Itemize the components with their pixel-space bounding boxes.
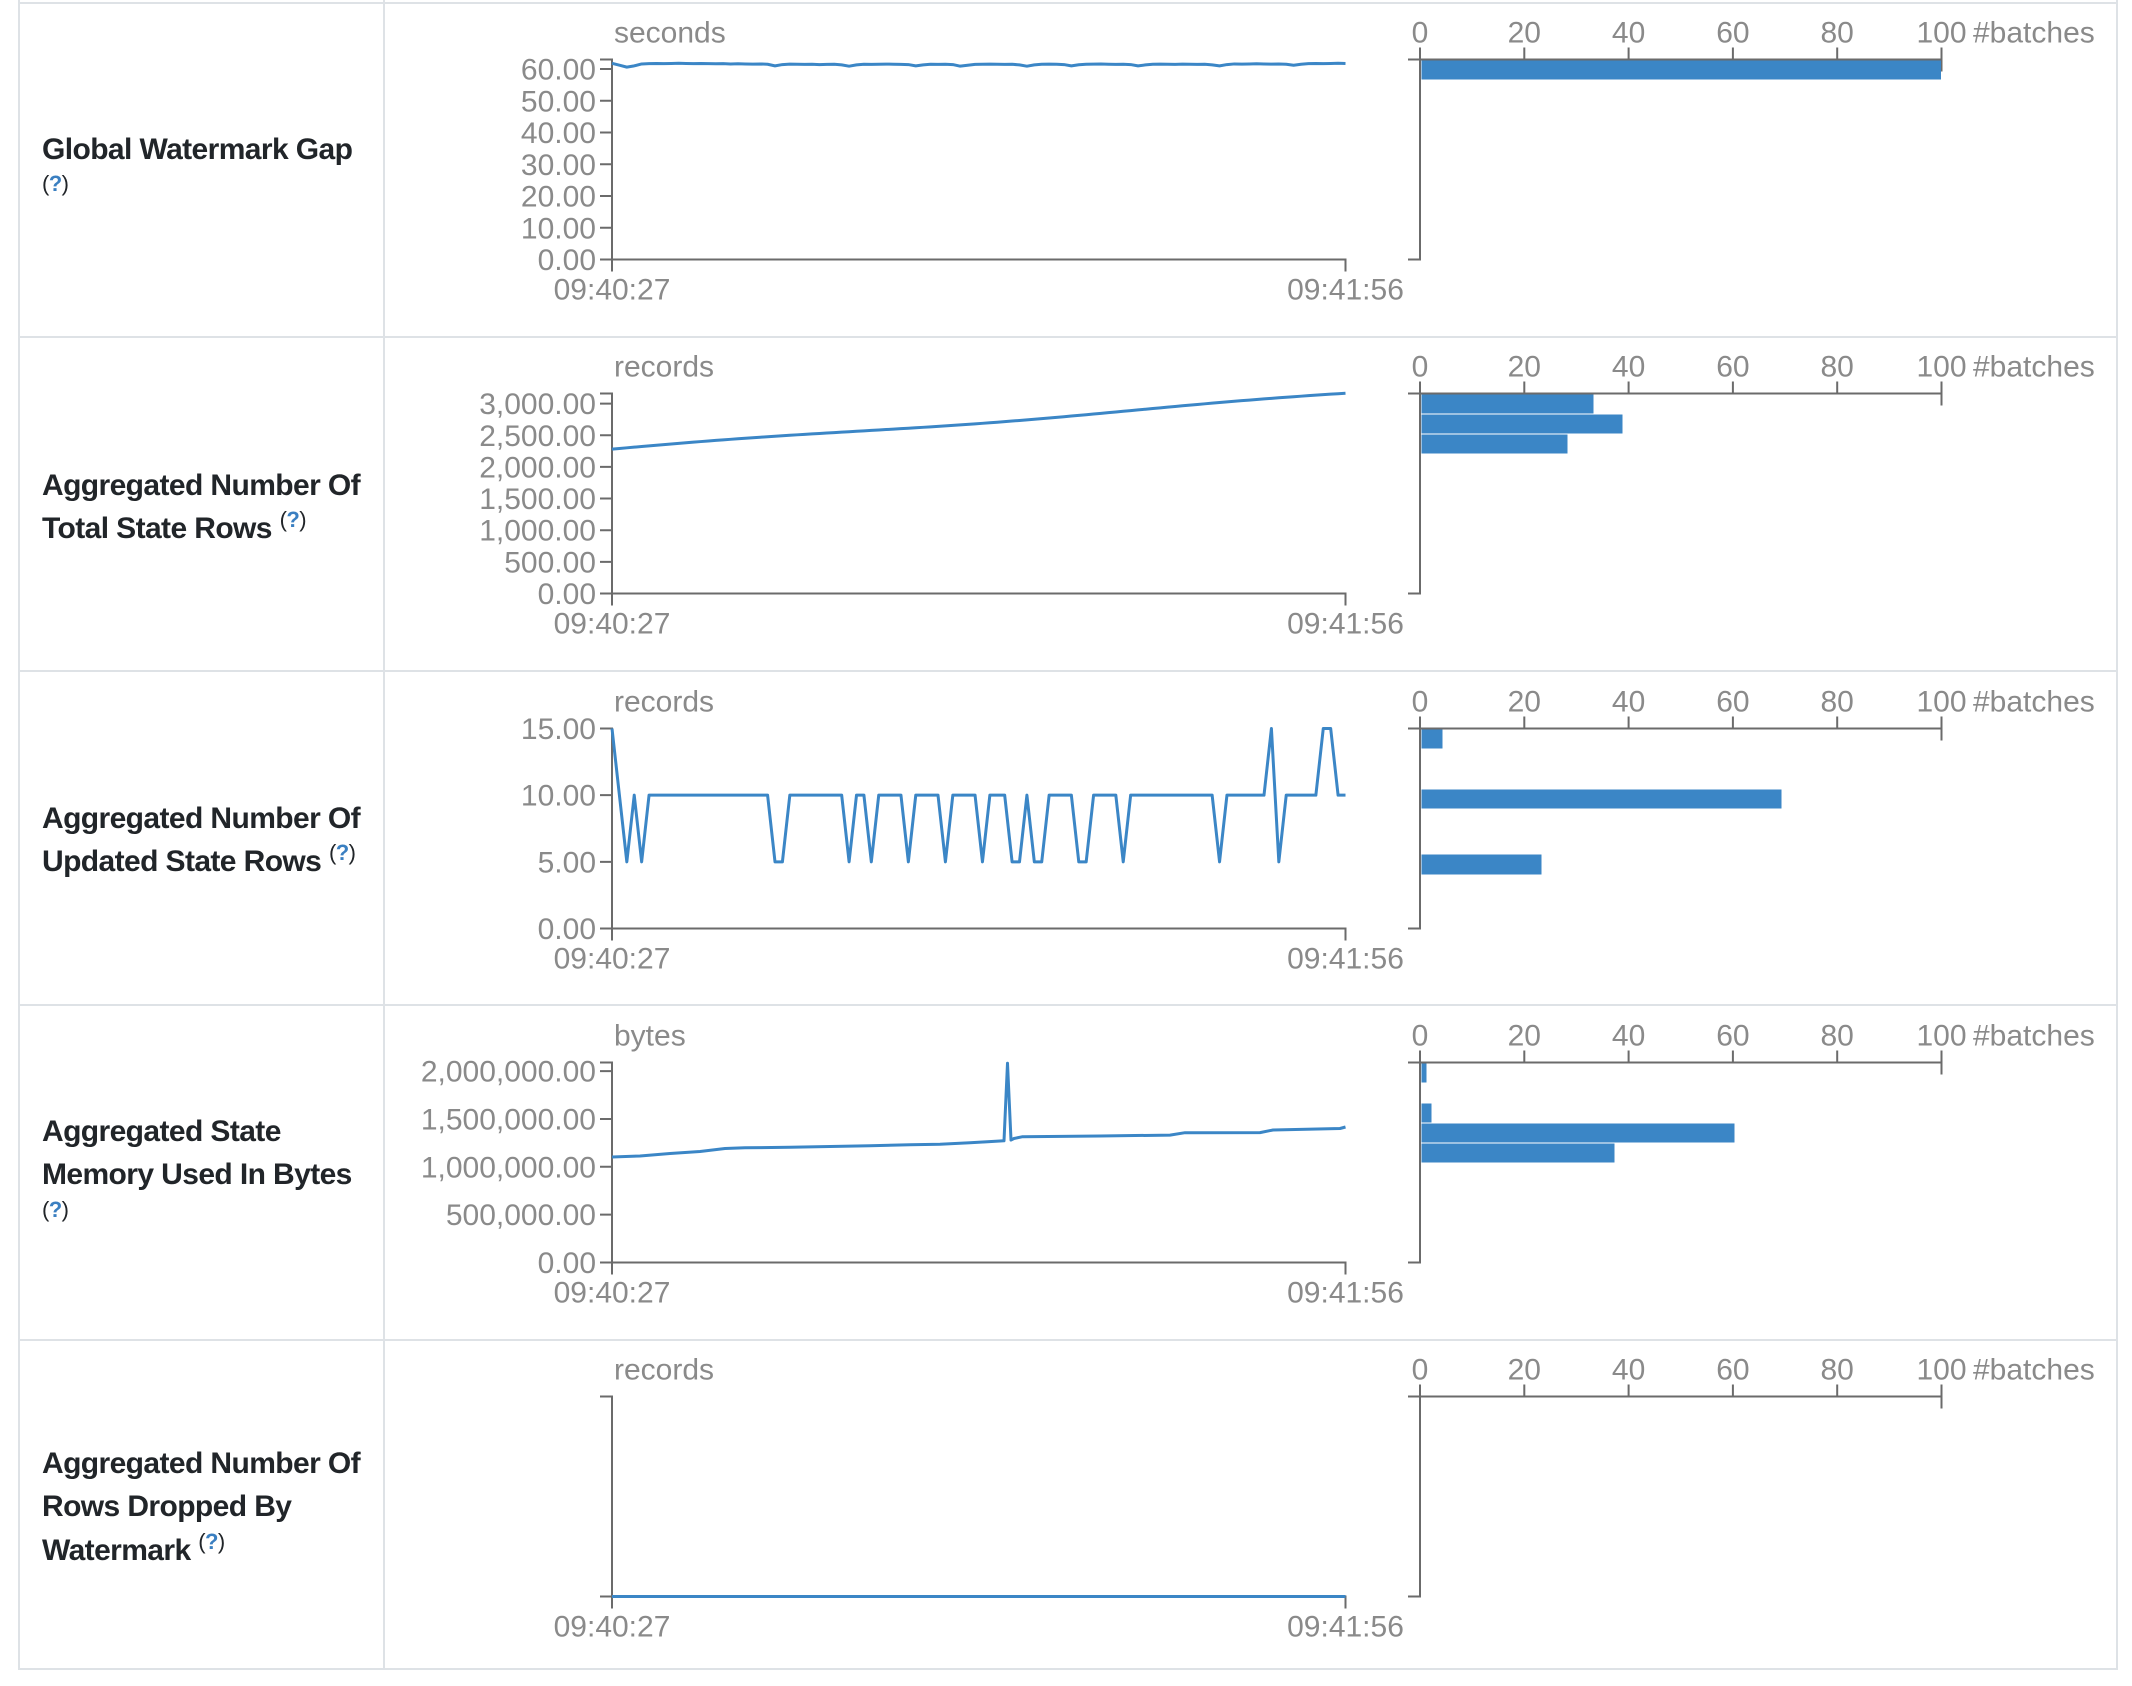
svg-text:15.00: 15.00: [521, 713, 596, 746]
svg-text:80: 80: [1821, 1354, 1854, 1387]
svg-text:#batches: #batches: [1973, 17, 2095, 50]
svg-text:09:41:56: 09:41:56: [1287, 274, 1404, 307]
svg-text:10.00: 10.00: [521, 212, 596, 245]
svg-text:30.00: 30.00: [521, 149, 596, 182]
svg-text:100: 100: [1916, 17, 1966, 50]
svg-text:09:40:27: 09:40:27: [554, 942, 671, 975]
svg-text:records: records: [614, 351, 714, 384]
svg-text:09:40:27: 09:40:27: [554, 1611, 671, 1644]
svg-text:60: 60: [1716, 351, 1749, 384]
svg-text:40.00: 40.00: [521, 117, 596, 150]
svg-text:10.00: 10.00: [521, 779, 596, 812]
svg-text:100: 100: [1916, 1354, 1966, 1387]
svg-text:#batches: #batches: [1973, 1354, 2095, 1387]
svg-text:80: 80: [1821, 1019, 1854, 1052]
svg-text:500,000.00: 500,000.00: [446, 1199, 596, 1232]
svg-text:#batches: #batches: [1973, 1019, 2095, 1052]
svg-text:0: 0: [1412, 1354, 1429, 1387]
svg-text:1,000,000.00: 1,000,000.00: [421, 1151, 596, 1184]
svg-text:0: 0: [1412, 351, 1429, 384]
svg-text:40: 40: [1612, 351, 1645, 384]
svg-text:60: 60: [1716, 1019, 1749, 1052]
svg-text:3,000.00: 3,000.00: [479, 388, 596, 421]
svg-text:records: records: [614, 1354, 714, 1387]
svg-text:09:41:56: 09:41:56: [1287, 608, 1404, 641]
svg-text:2,500.00: 2,500.00: [479, 420, 596, 453]
svg-text:80: 80: [1821, 351, 1854, 384]
svg-text:09:40:27: 09:40:27: [554, 1276, 671, 1309]
svg-text:seconds: seconds: [614, 17, 726, 50]
svg-text:0.00: 0.00: [538, 244, 596, 277]
svg-text:100: 100: [1916, 685, 1966, 718]
svg-text:20: 20: [1508, 17, 1541, 50]
svg-text:1,500.00: 1,500.00: [479, 483, 596, 516]
svg-text:20: 20: [1508, 1354, 1541, 1387]
svg-text:09:41:56: 09:41:56: [1287, 1276, 1404, 1309]
svg-text:40: 40: [1612, 685, 1645, 718]
svg-text:40: 40: [1612, 1019, 1645, 1052]
svg-text:0: 0: [1412, 685, 1429, 718]
svg-text:20: 20: [1508, 351, 1541, 384]
svg-text:#batches: #batches: [1973, 685, 2095, 718]
svg-text:60: 60: [1716, 1354, 1749, 1387]
svg-text:2,000,000.00: 2,000,000.00: [421, 1055, 596, 1088]
svg-text:#batches: #batches: [1973, 351, 2095, 384]
svg-text:5.00: 5.00: [538, 846, 596, 879]
svg-text:60: 60: [1716, 17, 1749, 50]
svg-text:20.00: 20.00: [521, 181, 596, 214]
svg-text:0.00: 0.00: [538, 1247, 596, 1280]
svg-text:09:40:27: 09:40:27: [554, 274, 671, 307]
svg-text:50.00: 50.00: [521, 85, 596, 118]
svg-text:20: 20: [1508, 1019, 1541, 1052]
svg-text:records: records: [614, 685, 714, 718]
svg-text:1,000.00: 1,000.00: [479, 515, 596, 548]
svg-text:0: 0: [1412, 17, 1429, 50]
svg-text:500.00: 500.00: [504, 546, 596, 579]
svg-text:09:41:56: 09:41:56: [1287, 1611, 1404, 1644]
svg-text:0: 0: [1412, 1019, 1429, 1052]
svg-text:80: 80: [1821, 17, 1854, 50]
svg-text:2,000.00: 2,000.00: [479, 451, 596, 484]
svg-text:20: 20: [1508, 685, 1541, 718]
svg-text:80: 80: [1821, 685, 1854, 718]
svg-text:100: 100: [1916, 351, 1966, 384]
svg-text:09:40:27: 09:40:27: [554, 608, 671, 641]
svg-text:1,500,000.00: 1,500,000.00: [421, 1103, 596, 1136]
svg-text:0.00: 0.00: [538, 578, 596, 611]
svg-text:60: 60: [1716, 685, 1749, 718]
svg-text:100: 100: [1916, 1019, 1966, 1052]
svg-text:40: 40: [1612, 1354, 1645, 1387]
svg-text:40: 40: [1612, 17, 1645, 50]
svg-text:60.00: 60.00: [521, 54, 596, 87]
svg-text:0.00: 0.00: [538, 913, 596, 946]
svg-text:09:41:56: 09:41:56: [1287, 942, 1404, 975]
svg-text:bytes: bytes: [614, 1019, 686, 1052]
